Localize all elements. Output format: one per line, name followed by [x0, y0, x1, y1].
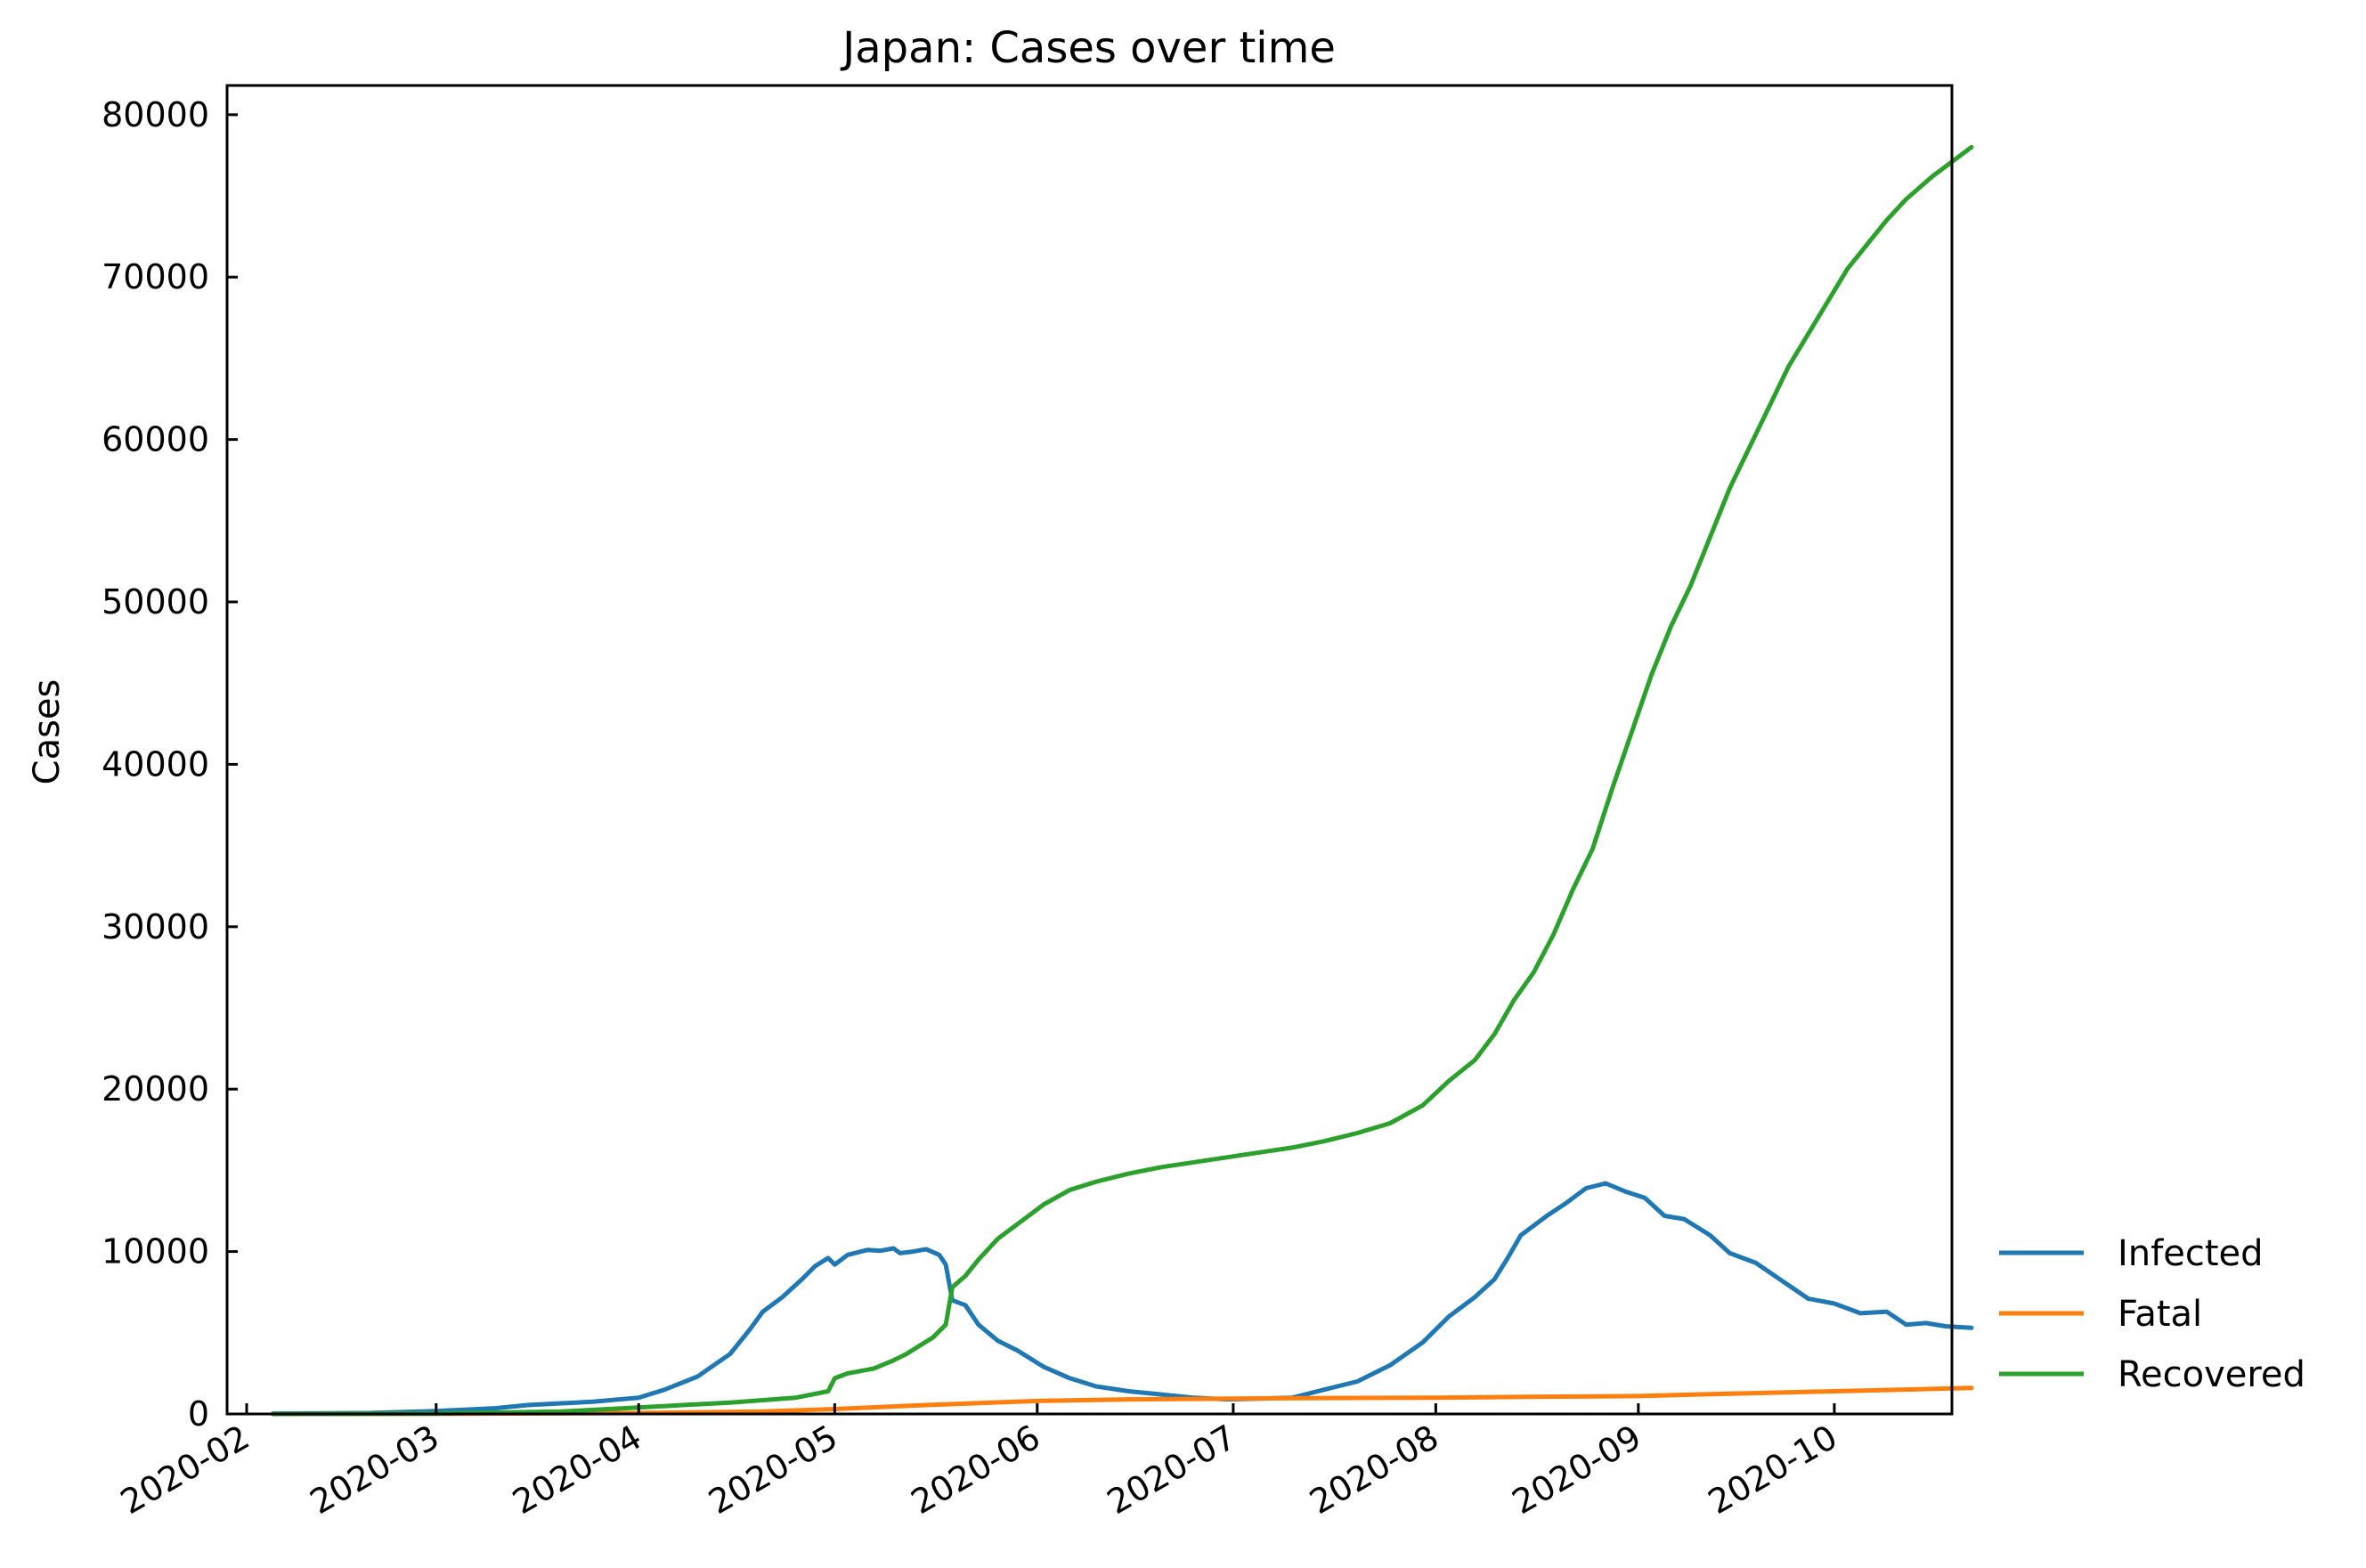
series-layer [270, 144, 1974, 1417]
series-line-fatal [270, 1385, 1974, 1417]
y-tick-label: 60000 [102, 420, 209, 459]
chart-title: Japan: Cases over time [840, 23, 1336, 73]
y-tick-label: 30000 [102, 907, 209, 946]
y-axis: 0 10000 20000 30000 40000 50000 60000 70000 8000… [102, 95, 238, 1434]
series-line-infected [270, 1181, 1974, 1417]
legend-label-infected: Infected [2118, 1233, 2264, 1274]
legend-label-fatal: Fatal [2118, 1294, 2202, 1335]
y-tick-label: 0 [188, 1394, 209, 1434]
y-tick-label: 80000 [102, 95, 209, 134]
legend-label-recovered: Recovered [2118, 1354, 2305, 1395]
y-axis-label: Cases [27, 679, 68, 785]
y-tick-label: 40000 [102, 744, 209, 784]
series-line-recovered [270, 144, 1974, 1417]
y-tick-label: 20000 [102, 1069, 209, 1109]
y-tick-label: 10000 [102, 1232, 209, 1271]
y-tick-label: 70000 [102, 257, 209, 297]
legend: Infected Fatal Recovered [1999, 1233, 2305, 1395]
plot-frame [225, 84, 1954, 1416]
y-tick-label: 50000 [102, 582, 209, 622]
